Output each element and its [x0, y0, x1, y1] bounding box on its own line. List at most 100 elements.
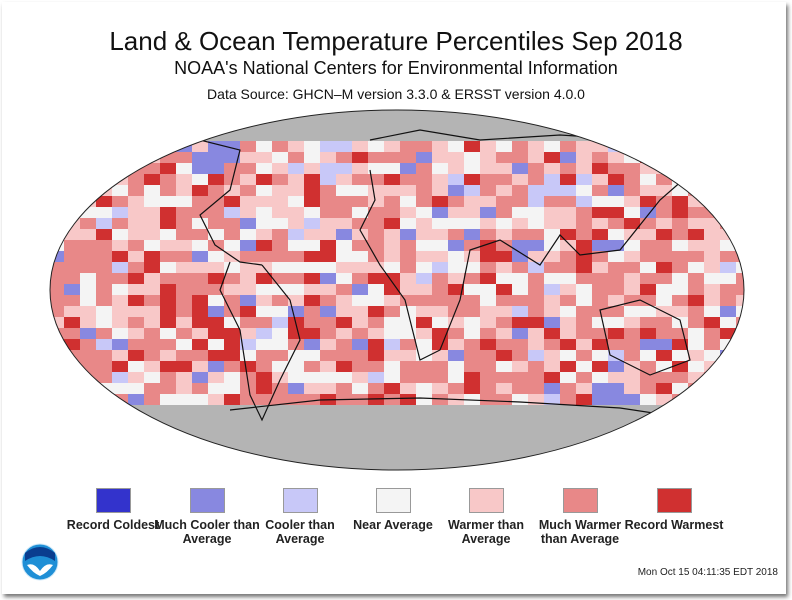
- grid-cell: [272, 152, 288, 163]
- grid-cell: [64, 405, 80, 416]
- grid-cell: [512, 350, 528, 361]
- grid-cell: [112, 218, 128, 229]
- grid-cell: [608, 130, 624, 141]
- grid-cell: [352, 372, 368, 383]
- grid-cell: [432, 229, 448, 240]
- grid-cell: [112, 240, 128, 251]
- grid-cell: [544, 306, 560, 317]
- grid-cell: [608, 460, 624, 470]
- grid-cell: [352, 141, 368, 152]
- grid-cell: [656, 460, 672, 470]
- grid-cell: [50, 328, 64, 339]
- grid-cell: [496, 471, 512, 482]
- grid-cell: [368, 361, 384, 372]
- grid-cell: [384, 174, 400, 185]
- grid-cell: [176, 229, 192, 240]
- grid-cell: [80, 449, 96, 460]
- grid-cell: [560, 317, 576, 328]
- grid-cell: [720, 229, 736, 240]
- grid-cell: [80, 328, 96, 339]
- grid-cell: [480, 427, 496, 438]
- grid-cell: [432, 130, 448, 141]
- grid-cell: [432, 185, 448, 196]
- grid-cell: [112, 372, 128, 383]
- grid-cell: [224, 372, 240, 383]
- grid-cell: [624, 317, 640, 328]
- grid-cell: [400, 383, 416, 394]
- grid-cell: [80, 196, 96, 207]
- grid-cell: [288, 471, 304, 482]
- grid-cell: [608, 218, 624, 229]
- grid-cell: [368, 229, 384, 240]
- grid-cell: [352, 361, 368, 372]
- grid-cell: [128, 328, 144, 339]
- grid-cell: [736, 394, 744, 405]
- grid-cell: [288, 306, 304, 317]
- grid-cell: [464, 207, 480, 218]
- grid-cell: [464, 174, 480, 185]
- grid-cell: [416, 394, 432, 405]
- grid-cell: [50, 438, 64, 449]
- grid-cell: [240, 350, 256, 361]
- grid-cell: [160, 350, 176, 361]
- grid-cell: [240, 240, 256, 251]
- grid-cell: [352, 317, 368, 328]
- grid-cell: [384, 273, 400, 284]
- grid-cell: [448, 207, 464, 218]
- grid-cell: [608, 119, 624, 130]
- grid-cell: [50, 427, 64, 438]
- grid-cell: [224, 174, 240, 185]
- grid-cell: [704, 372, 720, 383]
- grid-cell: [496, 328, 512, 339]
- grid-cell: [544, 141, 560, 152]
- grid-cell: [480, 218, 496, 229]
- grid-cell: [64, 273, 80, 284]
- grid-cell: [448, 174, 464, 185]
- grid-cell: [368, 284, 384, 295]
- grid-cell: [368, 471, 384, 482]
- grid-cell: [352, 471, 368, 482]
- grid-cell: [256, 405, 272, 416]
- grid-cell: [720, 383, 736, 394]
- grid-cell: [192, 372, 208, 383]
- grid-cell: [160, 361, 176, 372]
- grid-cell: [272, 163, 288, 174]
- grid-cell: [304, 174, 320, 185]
- grid-cell: [288, 130, 304, 141]
- grid-cell: [144, 273, 160, 284]
- grid-cell: [80, 394, 96, 405]
- grid-cell: [512, 394, 528, 405]
- grid-cell: [736, 306, 744, 317]
- grid-cell: [128, 273, 144, 284]
- grid-cell: [336, 130, 352, 141]
- grid-cell: [50, 273, 64, 284]
- grid-cell: [560, 229, 576, 240]
- grid-cell: [64, 306, 80, 317]
- grid-cell: [448, 119, 464, 130]
- grid-cell: [64, 438, 80, 449]
- grid-cell: [224, 163, 240, 174]
- grid-cell: [720, 130, 736, 141]
- grid-cell: [656, 196, 672, 207]
- grid-cell: [704, 273, 720, 284]
- grid-cell: [256, 110, 272, 119]
- grid-cell: [336, 339, 352, 350]
- grid-cell: [464, 460, 480, 470]
- grid-cell: [624, 240, 640, 251]
- grid-cell: [80, 141, 96, 152]
- grid-cell: [256, 130, 272, 141]
- grid-cell: [304, 163, 320, 174]
- grid-cell: [496, 152, 512, 163]
- grid-cell: [224, 339, 240, 350]
- grid-cell: [176, 273, 192, 284]
- grid-cell: [480, 130, 496, 141]
- grid-cell: [560, 416, 576, 427]
- grid-cell: [160, 416, 176, 427]
- grid-cell: [192, 262, 208, 273]
- grid-cell: [560, 295, 576, 306]
- grid-cell: [640, 240, 656, 251]
- grid-cell: [128, 394, 144, 405]
- grid-cell: [320, 372, 336, 383]
- legend-label: Much Warmer than Average: [538, 518, 622, 546]
